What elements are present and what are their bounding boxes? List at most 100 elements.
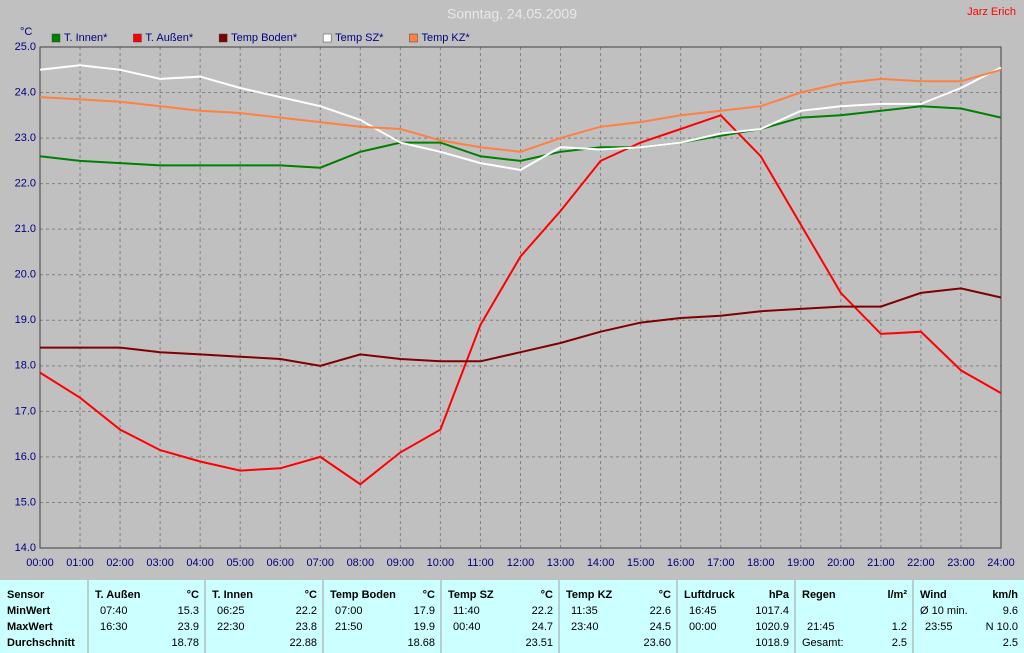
column-header: Regen — [802, 589, 836, 601]
cell-value: 18.68 — [407, 637, 435, 649]
y-tick-label: 20.0 — [15, 269, 36, 281]
cell-value: 9.6 — [1003, 605, 1018, 617]
x-tick-label: 23:00 — [947, 557, 975, 569]
row-label: Durchschnitt — [7, 637, 75, 649]
x-tick-label: 11:00 — [467, 557, 494, 569]
column-header: Wind — [920, 589, 947, 601]
y-tick-label: 16.0 — [15, 451, 36, 463]
column-header: Sensor — [7, 589, 45, 601]
cell-value: 2.5 — [1003, 637, 1018, 649]
cell-value: 18.78 — [171, 637, 199, 649]
cell-time: 23:55 — [925, 621, 953, 633]
series-line — [40, 287, 1002, 367]
cell-value: 15.3 — [178, 605, 199, 617]
cell-value: 23.51 — [525, 637, 553, 649]
column-unit: °C — [541, 589, 553, 601]
cell-time: 11:40 — [453, 605, 480, 617]
cell-value: 19.9 — [414, 621, 435, 633]
row-label: MaxWert — [7, 621, 53, 633]
cell-value: 2.5 — [892, 637, 907, 649]
cell-value: 22.88 — [289, 637, 317, 649]
chart-title: Sonntag, 24.05.2009 — [447, 6, 577, 22]
series-line — [39, 105, 1002, 169]
cell-value: 17.9 — [414, 605, 435, 617]
column-unit: km/h — [992, 589, 1018, 601]
cell-time: 23:40 — [571, 621, 599, 633]
cell-value: 1018.9 — [755, 637, 789, 649]
column-unit: °C — [187, 589, 199, 601]
cell-time: 22:30 — [217, 621, 245, 633]
y-tick-label: 25.0 — [15, 41, 36, 53]
legend-label: Temp KZ* — [421, 32, 470, 44]
x-tick-label: 22:00 — [907, 557, 935, 569]
column-unit: hPa — [769, 589, 790, 601]
x-tick-label: 06:00 — [266, 557, 294, 569]
x-tick-label: 19:00 — [787, 557, 815, 569]
column-unit: l/m² — [887, 589, 907, 601]
x-tick-label: 20:00 — [827, 557, 855, 569]
y-tick-label: 23.0 — [15, 132, 36, 144]
x-tick-label: 12:00 — [507, 557, 535, 569]
x-tick-label: 08:00 — [347, 557, 375, 569]
cell-value: 1.2 — [892, 621, 907, 633]
x-tick-label: 07:00 — [307, 557, 335, 569]
cell-time: 07:40 — [100, 605, 128, 617]
y-tick-label: 19.0 — [15, 314, 36, 326]
legend-swatch — [409, 33, 418, 43]
cell-time: 16:45 — [689, 605, 717, 617]
legend-label: Temp SZ* — [335, 32, 384, 44]
x-tick-label: 04:00 — [186, 557, 214, 569]
x-tick-label: 21:00 — [867, 557, 895, 569]
cell-value: 24.7 — [532, 621, 553, 633]
cell-time: 00:40 — [453, 621, 481, 633]
legend-swatch — [133, 33, 142, 43]
cell-value: 22.6 — [650, 605, 671, 617]
cell-time: 16:30 — [100, 621, 128, 633]
cell-value: 22.2 — [532, 605, 553, 617]
legend-swatch — [322, 33, 332, 43]
x-tick-label: 09:00 — [387, 557, 415, 569]
y-tick-label: 18.0 — [15, 360, 36, 372]
legend-swatch — [51, 33, 61, 43]
cell-value: 24.5 — [650, 621, 671, 633]
y-tick-label: 14.0 — [15, 542, 36, 554]
x-tick-label: 05:00 — [226, 557, 254, 569]
column-unit: °C — [305, 589, 317, 601]
y-tick-label: 15.0 — [15, 496, 36, 508]
cell-time: Ø 10 min. — [920, 605, 968, 617]
cell-time: 21:50 — [335, 621, 363, 633]
row-label: MinWert — [7, 605, 51, 617]
x-tick-label: 10:00 — [427, 557, 455, 569]
cell-value: 23.9 — [178, 621, 199, 633]
x-tick-label: 00:00 — [26, 557, 54, 569]
cell-time: 06:25 — [217, 605, 245, 617]
cell-value: 23.8 — [296, 621, 317, 633]
column-header: Luftdruck — [684, 589, 736, 601]
author: Jarz Erich — [967, 6, 1016, 18]
legend-label: Temp Boden* — [231, 32, 298, 44]
x-tick-label: 02:00 — [106, 557, 134, 569]
cell-value: N 10.0 — [986, 621, 1018, 633]
x-tick-label: 18:00 — [747, 557, 775, 569]
column-header: Temp KZ — [566, 589, 613, 601]
cell-time: Gesamt: — [802, 637, 844, 649]
y-tick-label: 17.0 — [15, 405, 36, 417]
column-header: T. Außen — [95, 589, 141, 601]
column-unit: °C — [423, 589, 435, 601]
legend-swatch — [218, 33, 228, 43]
cell-value: 23.60 — [643, 637, 671, 649]
column-unit: °C — [659, 589, 671, 601]
legend-label: T. Innen* — [64, 32, 108, 44]
table-bg — [0, 580, 1024, 653]
x-tick-label: 14:00 — [587, 557, 615, 569]
x-tick-label: 01:00 — [66, 557, 94, 569]
cell-value: 1017.4 — [755, 605, 789, 617]
x-tick-label: 03:00 — [146, 557, 174, 569]
cell-time: 07:00 — [335, 605, 363, 617]
cell-value: 1020.9 — [755, 621, 789, 633]
series-line — [39, 68, 1002, 153]
series-line — [39, 64, 1002, 172]
x-tick-label: 24:00 — [987, 557, 1015, 569]
